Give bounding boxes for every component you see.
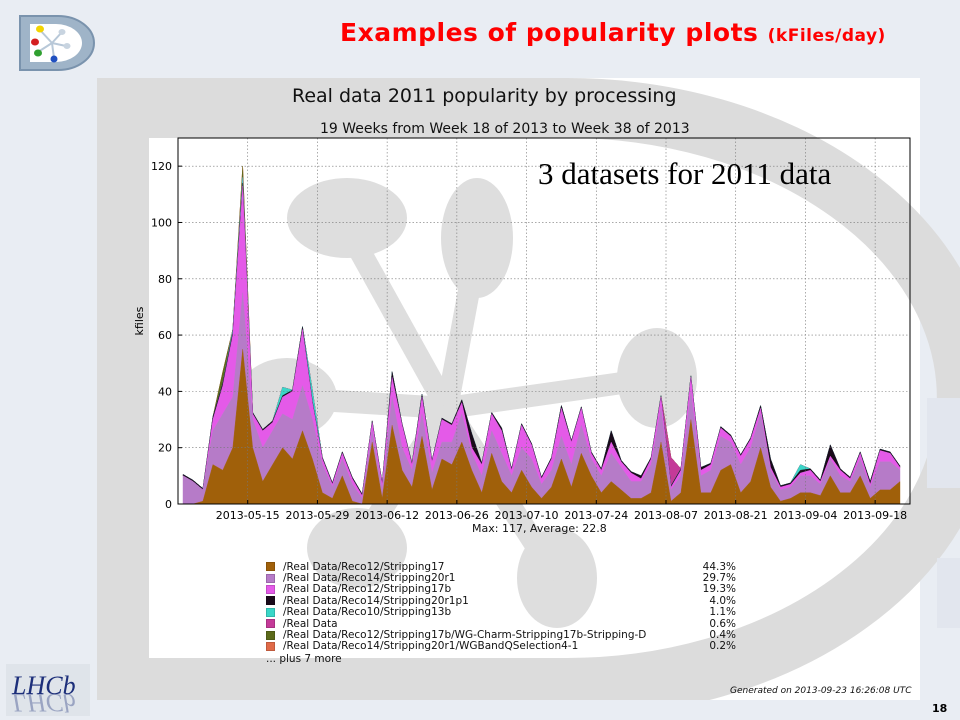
legend-share: 29.7% <box>702 572 736 585</box>
x-tick-label-7: 2013-08-21 <box>704 509 768 522</box>
legend-swatch <box>266 596 275 606</box>
y-tick-label-0: 0 <box>165 498 172 511</box>
y-tick-label-3: 60 <box>158 329 172 342</box>
generated-timestamp: Generated on 2013-09-23 16:26:08 UTC <box>730 686 912 696</box>
legend-label: /Real Data/Reco12/Stripping17b/WG-Charm-… <box>283 629 647 642</box>
legend-share: 0.2% <box>709 640 736 653</box>
legend-entry-5: /Real Data 0.6% <box>266 617 736 630</box>
y-tick-label-4: 80 <box>158 273 172 286</box>
x-tick-label-6: 2013-08-07 <box>634 509 698 522</box>
chart-stats: Max: 117, Average: 22.8 <box>472 522 607 535</box>
legend-label: /Real Data/Reco12/Stripping17 <box>283 560 445 573</box>
lhcb-logo-text: LHCb <box>11 671 76 700</box>
y-tick-label-5: 100 <box>151 216 172 229</box>
x-tick-label-5: 2013-07-24 <box>564 509 628 522</box>
legend-share: 1.1% <box>709 606 736 619</box>
x-axis: 2013-05-15 2013-05-29 2013-06-12 2013-06-26… <box>216 500 907 522</box>
x-tick-label-4: 2013-07-10 <box>495 509 559 522</box>
legend-label: /Real Data/Reco14/Stripping20r1p1 <box>283 594 469 607</box>
plot-frame <box>177 137 911 505</box>
legend-label: /Real Data/Reco14/Stripping20r1/WGBandQS… <box>283 640 579 653</box>
legend-label: /Real Data/Reco12/Stripping17b <box>283 583 452 596</box>
lhcb-logo-text-mirror: LHCb <box>11 688 76 716</box>
legend-entry-7: /Real Data/Reco14/Stripping20r1/WGBandQS… <box>266 640 736 653</box>
legend-entry-1: /Real Data/Reco14/Stripping20r1 29.7% <box>266 572 736 585</box>
legend-share: 44.3% <box>702 560 736 573</box>
x-tick-label-9: 2013-09-18 <box>843 509 907 522</box>
legend-share: 0.6% <box>709 617 736 630</box>
y-axis: 0 20 40 60 80 100 120 <box>151 160 182 511</box>
legend-share: 4.0% <box>709 594 736 607</box>
chart-title: Real data 2011 popularity by processing <box>292 85 677 107</box>
y-tick-label-1: 20 <box>158 442 172 455</box>
x-tick-label-3: 2013-06-26 <box>425 509 489 522</box>
y-tick-label-2: 40 <box>158 385 172 398</box>
legend-label: /Real Data/Reco10/Stripping13b <box>283 606 452 619</box>
lhcb-logo-icon: LHCb LHCb <box>6 664 90 716</box>
lhcb-d-logo-icon <box>19 15 95 71</box>
legend-share: 19.3% <box>702 583 736 596</box>
y-axis-label: kfiles <box>133 306 146 335</box>
legend-more: ... plus 7 more <box>266 653 342 666</box>
legend-swatch <box>266 630 275 640</box>
legend-label: /Real Data <box>283 617 338 630</box>
legend-swatch <box>266 607 275 617</box>
x-tick-label-0: 2013-05-15 <box>216 509 280 522</box>
legend-share: 0.4% <box>709 629 736 642</box>
legend-swatch <box>266 562 275 572</box>
legend-entry-4: /Real Data/Reco10/Stripping13b 1.1% <box>266 606 736 619</box>
legend-entry-2: /Real Data/Reco12/Stripping17b 19.3% <box>266 583 736 596</box>
legend-swatch <box>266 641 275 651</box>
slide-title: Examples of popularity plots (kFiles/day… <box>340 18 886 47</box>
chart-subtitle: 19 Weeks from Week 18 of 2013 to Week 38… <box>320 121 690 137</box>
legend-swatch <box>266 573 275 583</box>
x-tick-label-8: 2013-09-04 <box>773 509 837 522</box>
legend-entry-6: /Real Data/Reco12/Stripping17b/WG-Charm-… <box>266 629 736 642</box>
legend: /Real Data/Reco12/Stripping17 44.3%/Real … <box>266 561 736 665</box>
legend-swatch <box>266 584 275 594</box>
slide-title-unit: (kFiles/day) <box>767 26 886 46</box>
grid-layer <box>178 138 910 504</box>
x-tick-label-2: 2013-06-12 <box>355 509 419 522</box>
legend-entry-0: /Real Data/Reco12/Stripping17 44.3% <box>266 560 736 573</box>
y-tick-label-6: 120 <box>151 160 172 173</box>
legend-label: /Real Data/Reco14/Stripping20r1 <box>283 572 456 585</box>
legend-entry-3: /Real Data/Reco14/Stripping20r1p1 4.0% <box>266 594 736 607</box>
x-tick-label-1: 2013-05-29 <box>285 509 349 522</box>
legend-swatch <box>266 619 275 629</box>
annotation-text: 3 datasets for 2011 data <box>538 156 832 191</box>
page-number: 18 <box>932 702 948 715</box>
